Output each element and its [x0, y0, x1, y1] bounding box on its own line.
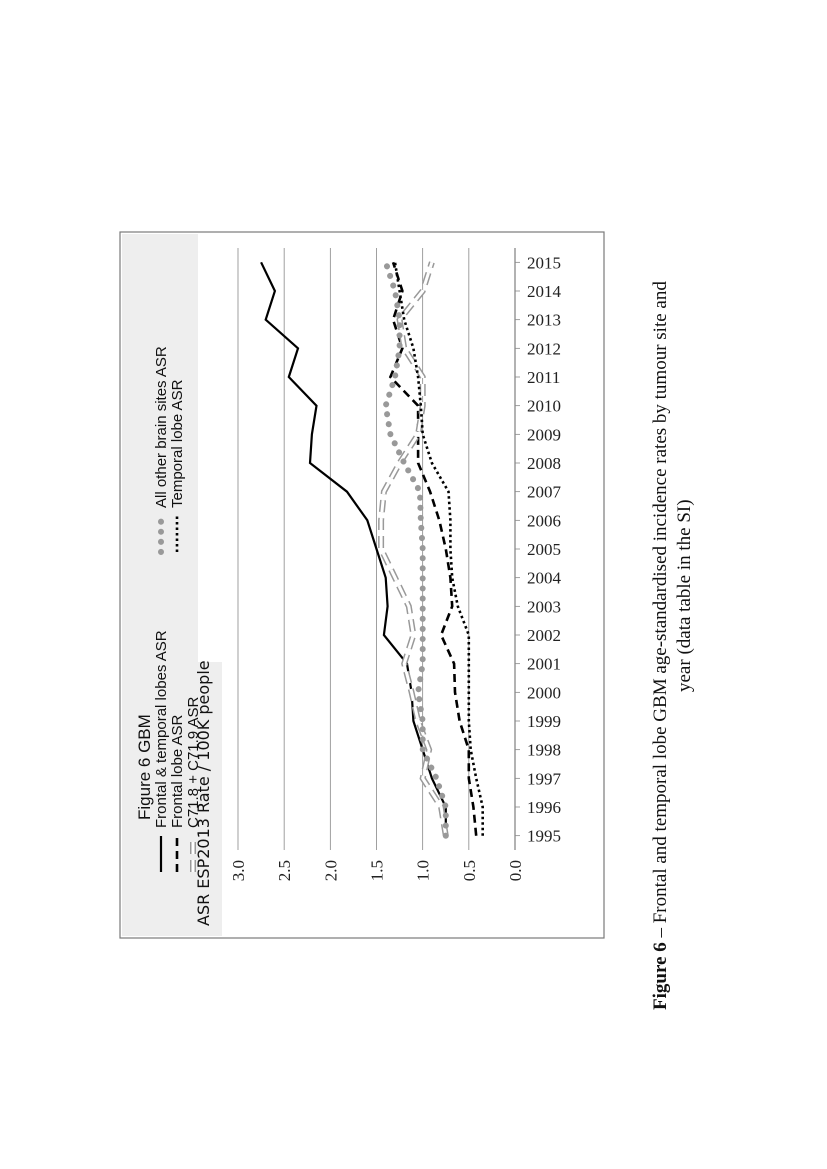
x-tick-2000: 2000 [527, 683, 561, 702]
x-tick-2001: 2001 [527, 655, 561, 674]
caption-line-2: year (data table in the SI) [674, 499, 695, 692]
x-tick-2008: 2008 [527, 454, 561, 473]
y-tick-0.0: 0.0 [506, 860, 525, 881]
y-tick-1.0: 1.0 [414, 860, 433, 881]
y-tick-3.0: 3.0 [229, 860, 248, 881]
x-tick-2002: 2002 [527, 626, 561, 645]
x-tick-2003: 2003 [527, 597, 561, 616]
x-tick-2011: 2011 [527, 368, 560, 387]
x-tick-2012: 2012 [527, 339, 561, 358]
legend-item-2-label: C71.8 + C71.9 ASR [185, 697, 202, 828]
x-tick-2013: 2013 [527, 311, 561, 330]
x-tick-1998: 1998 [527, 741, 561, 760]
caption-line-1: Figure 6 – Frontal and temporal lobe GBM… [650, 281, 671, 1010]
legend-panel [122, 234, 198, 936]
x-tick-2010: 2010 [527, 397, 561, 416]
x-tick-2005: 2005 [527, 540, 561, 559]
x-tick-1996: 1996 [527, 798, 561, 817]
series-0-line [260, 261, 447, 836]
caption-text-1: – Frontal and temporal lobe GBM age-stan… [650, 281, 671, 943]
y-axis-label: ASR ESP2013 Rate / 100K people [194, 660, 213, 926]
x-tick-2004: 2004 [527, 569, 562, 588]
series-2-line-inner [379, 261, 448, 836]
y-tick-1.5: 1.5 [368, 860, 387, 881]
y-tick-2.5: 2.5 [275, 860, 294, 881]
caption: Figure 6 – Frontal and temporal lobe GBM… [650, 281, 695, 1010]
y-tick-2.0: 2.0 [321, 860, 340, 881]
x-tick-2006: 2006 [527, 511, 561, 530]
x-tick-2014: 2014 [527, 282, 562, 301]
series-3-line [382, 259, 449, 839]
legend-item-1-label: Frontal lobe ASR [169, 714, 186, 828]
rotated-chart: Figure 6 GBM ASR ESP2013 Rate / 100K peo… [122, 234, 562, 936]
y-axis-ticks: 0.0 0.5 1.0 1.5 2.0 2.5 3.0 [229, 860, 525, 881]
x-tick-1997: 1997 [527, 769, 562, 788]
x-tick-1999: 1999 [527, 712, 561, 731]
legend: Frontal & temporal lobes ASR Frontal lobe… [153, 346, 202, 872]
x-axis-ticks: 1995 1996 1997 1998 1999 2000 2001 2002 2003 2004… [515, 253, 562, 846]
caption-label: Figure 6 [650, 942, 671, 1010]
legend-item-3-label: All other brain sites ASR [153, 346, 170, 508]
x-tick-2009: 2009 [527, 425, 561, 444]
series-1-line [388, 261, 478, 836]
x-tick-2015: 2015 [527, 253, 561, 272]
y-tick-0.5: 0.5 [460, 860, 479, 881]
x-tick-2007: 2007 [527, 483, 562, 502]
chart-title: Figure 6 GBM [135, 714, 154, 820]
series-group [260, 259, 485, 839]
legend-item-0-label: Frontal & temporal lobes ASR [153, 630, 170, 828]
legend-item-4-label: Temporal lobe ASR [169, 379, 186, 508]
x-tick-1995: 1995 [527, 827, 561, 846]
